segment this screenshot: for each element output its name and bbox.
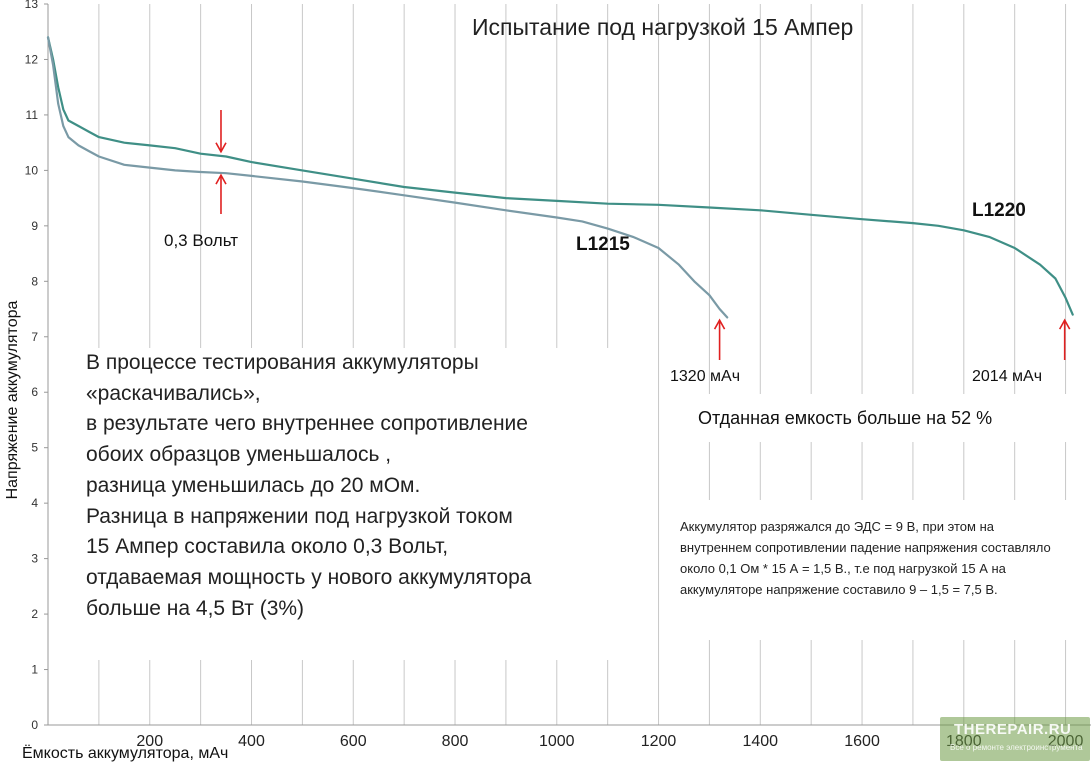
capacity-label-l1215: 1320 мАч xyxy=(670,368,741,385)
watermark-sub-text: Все о ремонте электроинструмента xyxy=(950,743,1083,752)
explanation-line: отдаваемая мощность у нового аккумулятор… xyxy=(86,565,532,589)
x-tick-label: 800 xyxy=(442,733,469,750)
note-box: Аккумулятор разряжался до ЭДС = 9 В, при… xyxy=(660,500,1070,640)
watermark-main-text: THEREPAIR.RU xyxy=(954,721,1072,738)
capacity-difference-text: Отданная емкость больше на 52 % xyxy=(698,408,993,428)
y-tick-label: 1 xyxy=(31,663,38,677)
diff-label: 0,3 Вольт xyxy=(164,231,239,250)
y-tick-label: 13 xyxy=(25,0,39,11)
x-tick-label: 600 xyxy=(340,733,367,750)
y-tick-label: 5 xyxy=(31,441,38,455)
watermark-logo: THEREPAIR.RU Все о ремонте электроинстру… xyxy=(940,717,1090,761)
x-axis-label: Ёмкость аккумулятора, мАч xyxy=(22,744,228,762)
series-line-l1215 xyxy=(46,36,729,319)
y-axis-label: Напряжение аккумулятора xyxy=(4,301,21,500)
y-tick-label: 8 xyxy=(31,274,38,288)
explanation-line: обоих образцов уменьшалось , xyxy=(86,443,392,467)
y-tick-label: 6 xyxy=(31,385,38,399)
x-tick-label: 400 xyxy=(238,733,265,750)
series-layer xyxy=(46,36,1074,319)
chart-title: Испытание под нагрузкой 15 Ампер xyxy=(472,14,854,40)
capacity-difference-box: Отданная емкость больше на 52 % xyxy=(660,394,1070,442)
explanation-line: Разница в напряжении под нагрузкой током xyxy=(86,504,513,528)
capacity-label-l1220: 2014 мАч xyxy=(972,368,1043,385)
y-tick-label: 7 xyxy=(31,330,38,344)
y-tick-label: 2 xyxy=(31,607,38,621)
explanation-line: В процессе тестирования аккумуляторы xyxy=(86,351,479,374)
arrow-up-icon xyxy=(713,318,726,360)
arrow-down-icon xyxy=(215,110,227,154)
note-text: Аккумулятор разряжался до ЭДС = 9 В, при… xyxy=(680,519,1051,597)
series-label-l1220: L1220 xyxy=(972,200,1026,221)
series-line-l1220 xyxy=(46,36,1074,316)
x-tick-label: 1200 xyxy=(641,733,677,750)
arrow-layer xyxy=(215,110,1071,360)
y-tick-label: 9 xyxy=(31,219,38,233)
y-tick-label: 4 xyxy=(31,496,38,510)
arrow-up-icon xyxy=(215,173,227,214)
explanation-line: разница уменьшилась до 20 мОм. xyxy=(86,473,421,497)
y-tick-label: 10 xyxy=(25,163,39,177)
y-tick-label: 12 xyxy=(25,52,39,66)
explanation-line: «раскачивались», xyxy=(86,381,261,405)
x-tick-label: 1400 xyxy=(742,733,778,750)
y-tick-label: 11 xyxy=(26,108,39,122)
x-tick-label: 1000 xyxy=(539,733,575,750)
explanation-text-box: В процессе тестирования аккумуляторы «ра… xyxy=(80,348,638,660)
x-tick-label: 1600 xyxy=(844,733,880,750)
y-tick-label: 3 xyxy=(31,552,38,566)
explanation-line: больше на 4,5 Вт (3%) xyxy=(86,596,305,620)
y-tick-label: 0 xyxy=(31,718,38,732)
explanation-line: 15 Ампер составила около 0,3 Вольт, xyxy=(86,535,449,559)
arrow-up-icon xyxy=(1058,318,1071,360)
x-tick-label: 200 xyxy=(136,733,163,750)
explanation-line: в результате чего внутреннее сопротивлен… xyxy=(86,412,528,436)
series-label-l1215: L1215 xyxy=(576,234,630,255)
